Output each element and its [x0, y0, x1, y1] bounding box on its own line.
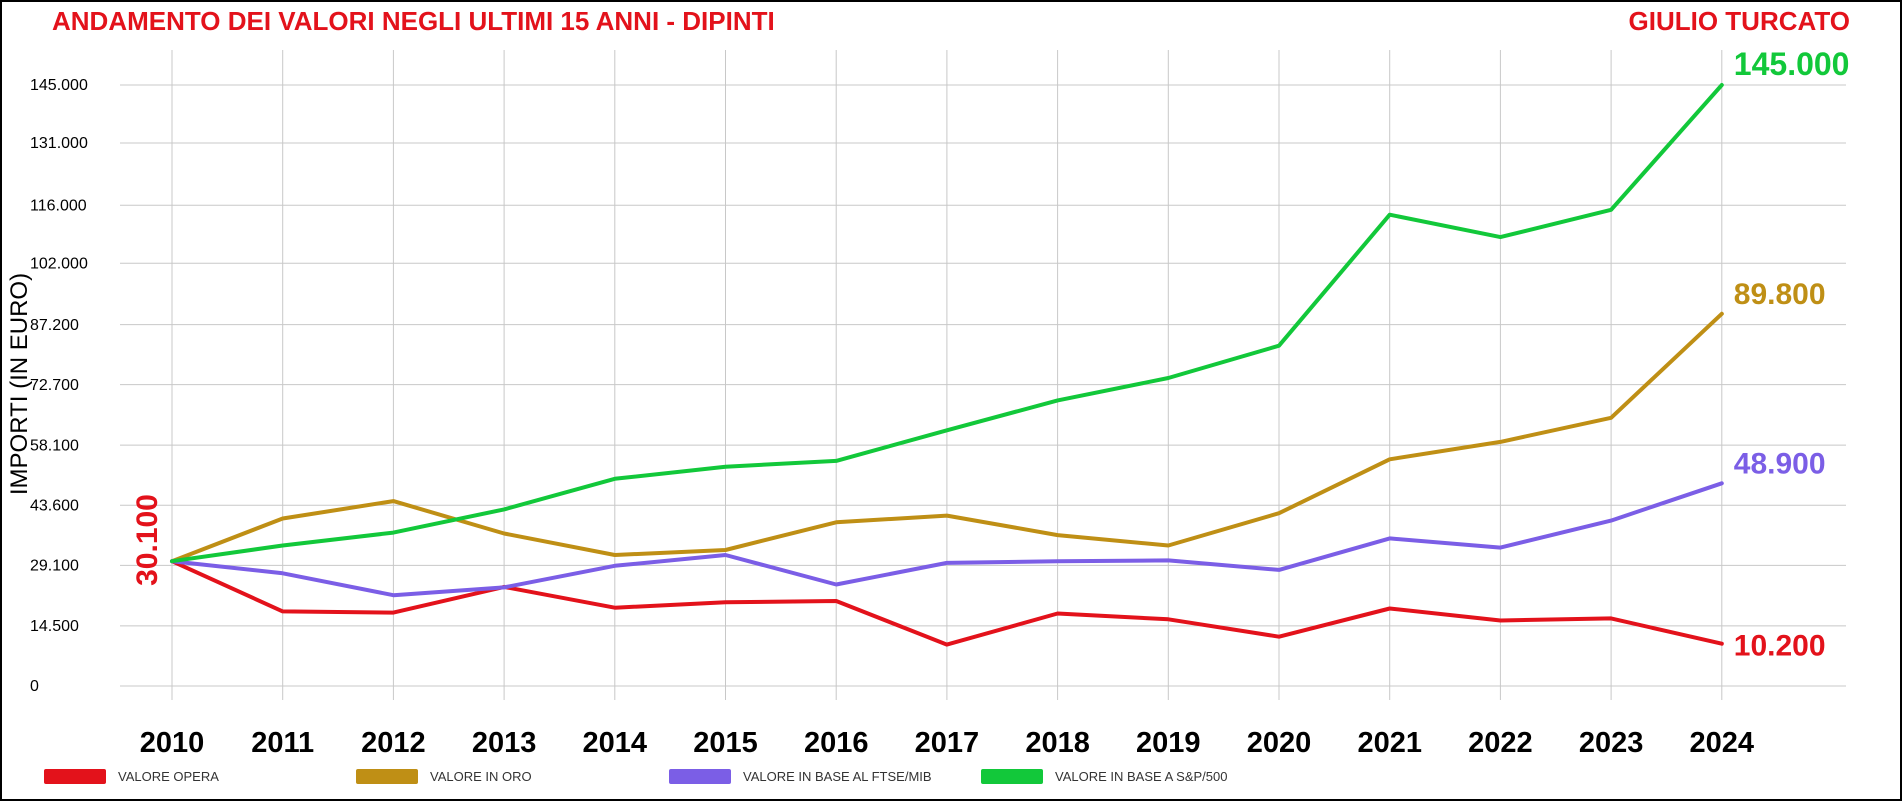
- x-tick-label: 2011: [251, 727, 314, 759]
- legend-swatch: [44, 768, 106, 784]
- x-tick-label: 2017: [915, 727, 980, 759]
- x-tick-labels: 2010 2011 2012 2013 2014 2015 2016 2017 2018 2019…: [140, 727, 1754, 759]
- y-tick-label: 0: [30, 678, 39, 695]
- series-lines: [170, 83, 1724, 647]
- y-tick-label: 102.000: [30, 255, 88, 272]
- y-tick-label: 87.200: [30, 317, 79, 334]
- y-tick-label: 58.100: [30, 437, 79, 454]
- chart-title: ANDAMENTO DEI VALORI NEGLI ULTIMI 15 ANN…: [52, 6, 775, 36]
- legend-item-ftse-mib: VALORE IN BASE AL FTSE/MIB: [669, 766, 932, 786]
- start-value-label: 30.100: [131, 494, 164, 586]
- series-line: [170, 311, 1724, 564]
- x-tick-label: 2019: [1136, 727, 1201, 759]
- x-tick-label: 2020: [1247, 727, 1312, 759]
- legend-item-valore-opera: VALORE OPERA: [44, 766, 219, 786]
- y-tick-label: 131.000: [30, 135, 88, 152]
- x-tick-label: 2024: [1690, 727, 1755, 759]
- legend-item-sp500: VALORE IN BASE A S&P/500: [981, 766, 1227, 786]
- y-tick-label: 14.500: [30, 618, 79, 635]
- end-value-labels: 30.100 145.000 89.800 48.900 10.200: [131, 46, 1849, 663]
- y-tick-label: 43.600: [30, 498, 79, 515]
- grid: [120, 50, 1846, 700]
- artist-name: GIULIO TURCATO: [1628, 6, 1850, 36]
- legend-label: VALORE IN BASE A S&P/500: [1055, 768, 1228, 784]
- x-tick-label: 2013: [472, 727, 537, 759]
- end-value-label: 89.800: [1734, 278, 1826, 311]
- x-tick-label: 2018: [1025, 727, 1090, 759]
- legend-label: VALORE OPERA: [118, 768, 219, 784]
- end-value-label: 48.900: [1734, 447, 1826, 480]
- x-tick-label: 2021: [1357, 727, 1422, 759]
- series-line: [170, 559, 1724, 647]
- y-tick-label: 145.000: [30, 77, 88, 94]
- legend-swatch: [981, 768, 1043, 784]
- legend-label: VALORE IN BASE AL FTSE/MIB: [743, 768, 932, 784]
- legend-label: VALORE IN ORO: [430, 768, 532, 784]
- series-line: [170, 83, 1724, 564]
- y-tick-label: 116.000: [30, 197, 87, 214]
- x-tick-label: 2012: [361, 727, 426, 759]
- x-tick-label: 2016: [804, 727, 869, 759]
- x-tick-label: 2010: [140, 727, 205, 759]
- y-tick-label: 72.700: [30, 377, 79, 394]
- x-tick-label: 2014: [583, 727, 648, 759]
- end-value-label: 145.000: [1734, 46, 1850, 82]
- x-tick-label: 2015: [693, 727, 758, 759]
- x-tick-label: 2022: [1468, 727, 1533, 759]
- end-value-label: 10.200: [1734, 630, 1826, 663]
- series-line: [170, 481, 1724, 598]
- y-tick-labels: 0 14.500 29.100 43.600 58.100 72.700 87.200 102…: [30, 77, 88, 695]
- y-tick-label: 29.100: [30, 558, 79, 575]
- x-tick-label: 2023: [1579, 727, 1644, 759]
- legend-item-valore-in-oro: VALORE IN ORO: [356, 766, 532, 786]
- legend-swatch: [356, 768, 418, 784]
- legend-swatch: [669, 768, 731, 784]
